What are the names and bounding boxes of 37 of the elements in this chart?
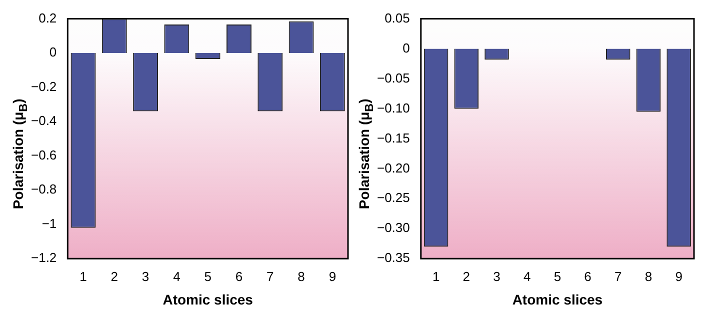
y-tick-label: −0.4 [30,113,57,128]
x-tick-label: 5 [204,268,212,284]
x-tick-label: 8 [298,268,305,284]
y-tick-label: 0.05 [384,10,410,26]
x-tick-label: 4 [173,268,180,284]
x-tick-label: 9 [675,268,682,284]
x-tick-label: 7 [266,268,274,284]
y-tick-label: −1 [42,216,57,231]
y-tick-label: −0.2 [30,78,57,94]
x-axis-title: Atomic slices [162,291,254,308]
y-tick-label: −1.2 [30,250,57,266]
x-tick-label: 8 [644,268,652,284]
x-tick-label: 1 [80,268,87,284]
x-tick-label: 7 [614,268,622,284]
y-tick-label: −0.35 [376,250,410,266]
y-tick-label: −0.8 [30,182,57,197]
y-tick-label: 0.2 [38,10,57,26]
y-tick-label: 0 [402,40,410,56]
x-tick-label: 3 [493,268,500,284]
y-tick-label: −0.15 [376,130,410,146]
x-tick-label: 2 [462,268,470,284]
y-tick-label: −0.30 [376,220,410,236]
x-tick-label: 6 [584,268,592,284]
y-tick-label: −0.6 [30,147,57,162]
x-tick-label: 6 [235,268,243,284]
x-tick-label: 2 [110,268,118,284]
x-tick-label: 4 [523,268,531,284]
x-axis-title: Atomic slices [512,291,603,308]
y-tick-label: −0.20 [376,160,410,176]
x-tick-label: 1 [432,268,440,284]
x-tick-label: 9 [328,268,336,284]
y-tick-label: 0 [49,44,57,60]
x-tick-label: 5 [554,268,562,284]
y-tick-label: −0.10 [376,100,410,116]
x-tick-label: 3 [142,268,150,284]
y-tick-label: −0.05 [376,70,410,86]
y-tick-label: −0.25 [376,190,410,206]
